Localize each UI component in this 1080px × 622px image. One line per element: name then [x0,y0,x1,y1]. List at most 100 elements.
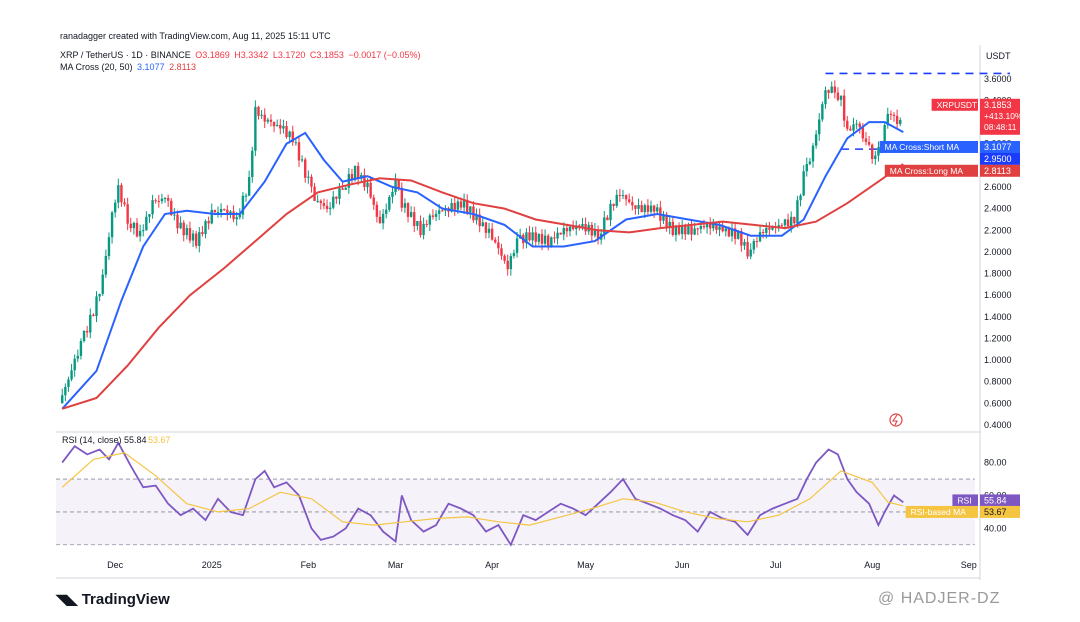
time-tick-label: Sep [961,560,977,570]
candle-body [176,214,179,229]
price-axis-ticks: 3.60003.40003.20003.00002.80002.60002.40… [984,74,1012,430]
candle-body [170,200,173,215]
rsi-line[interactable] [61,441,904,547]
candle-body [459,201,463,208]
candle-body [737,231,740,239]
candle-body [434,213,438,217]
candle-body [120,185,123,203]
candle-body [818,119,821,135]
candle-body [559,232,562,235]
candle-body [266,119,270,122]
candle-body [89,314,92,333]
candle-body [702,225,706,228]
candle-body [223,209,226,211]
candle-body [656,207,659,212]
candle-body [232,211,235,220]
candle-body [624,195,628,200]
candle-body [166,198,170,201]
candle-body [571,226,575,230]
candle-body [219,209,223,213]
price-tick-label: 1.8000 [984,269,1012,279]
candle-body [677,226,681,235]
candle-body [842,95,846,121]
rsi-tag[interactable]: RSI 55.84 [952,494,1020,507]
rsi-legend-ma-value: 53.67 [148,435,171,445]
candle-body [82,330,86,341]
candle-body [409,212,413,217]
candle-body [416,220,419,226]
candle-body [257,106,260,116]
candle-body [425,223,428,225]
candle-body [123,202,126,205]
xrpusdt-price-tag-value-box [980,98,1020,135]
price-tick-label: 1.2000 [984,333,1012,343]
candle-body [204,221,207,234]
candle-body [441,210,444,212]
candle-body [375,204,379,217]
rsi-ma-line[interactable] [61,452,904,526]
candle-body [437,210,441,214]
candle-body [269,119,273,122]
candle-body [743,241,746,246]
rsi-tag-title: RSI [957,495,971,505]
candle-body [684,226,687,235]
level-tag[interactable]: 2.9500 [980,152,1020,165]
ohlc-low: L3.1720 [272,50,306,60]
candle-body [247,177,251,196]
candle-body [808,161,812,165]
candle-body [512,252,516,257]
price-tick-label: 0.6000 [984,398,1012,408]
candle-body [67,379,70,387]
candle-body [494,239,497,243]
price-tick-label: 2.0000 [984,247,1012,257]
short-ma-line[interactable] [61,121,904,410]
time-tick-label: May [577,560,595,570]
candle-body [226,209,229,215]
rsi-ma-tag-title-box [905,505,978,518]
candle-body [157,201,161,203]
candle-body [565,228,569,232]
rsi-ma-tag[interactable]: RSI-based MA 53.67 [905,505,1020,518]
candle-body [643,205,646,213]
candle-body [509,256,513,270]
xrpusdt-price-tag-value: 3.1853 [984,100,1012,110]
long-ma-tag-value: 2.8113 [984,166,1011,176]
price-tick-label: 0.4000 [984,420,1012,430]
long-ma-line[interactable] [61,163,904,410]
candle-body [547,235,550,246]
candle-body [727,228,731,237]
candle-body [674,226,678,236]
candle-body [179,222,182,229]
candle-body [413,212,416,226]
candle-body [634,205,637,209]
long-ma-tag[interactable]: MA Cross:Long MA 2.8113 [884,164,1020,177]
short-ma-tag[interactable]: MA Cross:Short MA 3.1077 [879,140,1020,153]
alert-icon[interactable] [889,413,903,427]
xrpusdt-price-tag[interactable]: XRPUSDT 3.1853+413.10%08:48:11 [931,98,1023,135]
candle-body [846,120,849,129]
candle-body [403,203,407,208]
candle-body [79,340,83,356]
time-tick-label: Dec [107,560,124,570]
short-ma-tag-value-box [980,140,1020,153]
candle-body [696,228,699,230]
candle-body [182,222,185,236]
candle-body [765,227,768,233]
candle-body [251,150,254,178]
created-line: ranadagger created with TradingView.com,… [60,31,331,41]
candle-body [867,141,871,145]
candle-body [372,197,375,205]
candle-body [606,217,609,221]
candle-body [400,187,403,208]
candle-body [531,232,534,241]
candle-body [802,171,805,196]
candle-body [852,124,855,131]
tradingview-logo[interactable]: ◥◣ TradingView [56,591,170,608]
ma-legend[interactable]: MA Cross (20, 50) 3.1077 2.8113 [60,62,198,72]
candle-body [288,131,291,138]
rsi-legend: RSI (14, close) 55.84 [62,435,147,445]
candle-body [151,200,154,215]
candle-body [104,255,108,275]
candle-body [715,224,718,230]
